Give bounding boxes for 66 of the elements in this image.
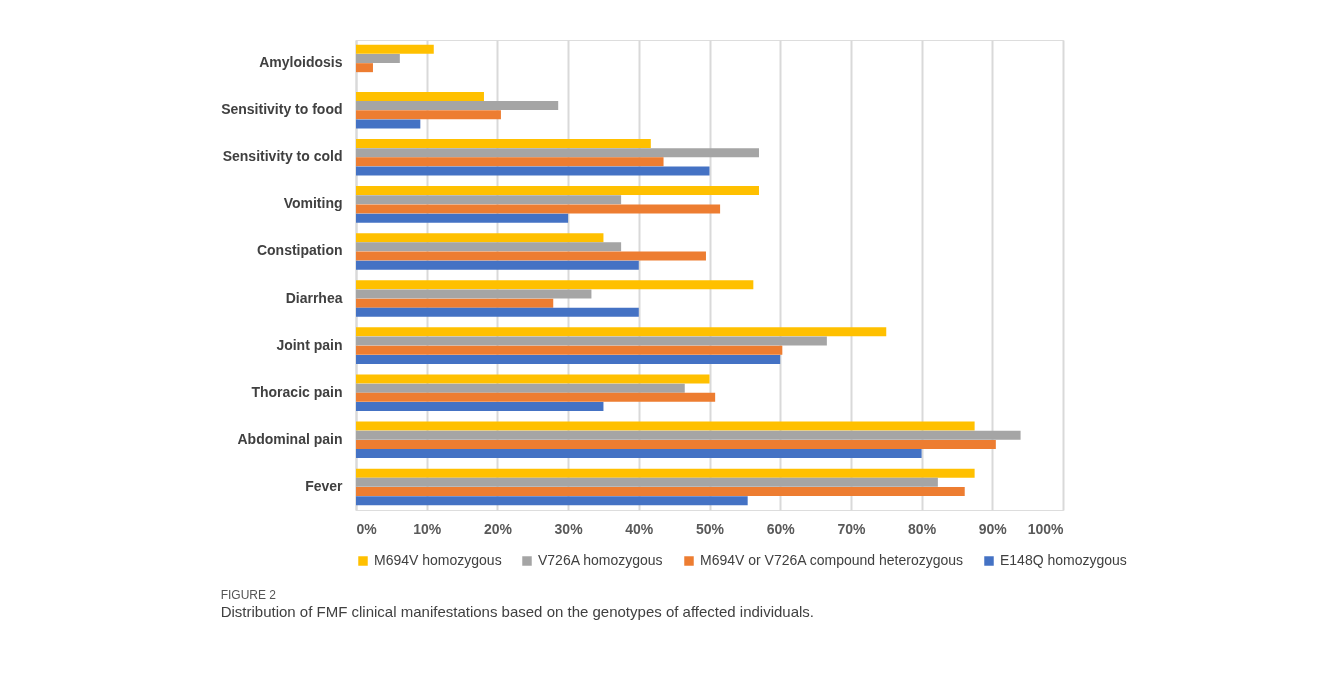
- y-tick-label: Constipation: [256, 242, 343, 259]
- bar: [356, 242, 622, 252]
- bar: [356, 119, 421, 129]
- bar: [356, 44, 434, 54]
- bar: [356, 468, 975, 478]
- bar: [356, 392, 716, 402]
- bar: [356, 374, 710, 384]
- legend-label: E148Q homozygous: [1000, 552, 1127, 568]
- bar: [356, 110, 501, 120]
- x-tick-label: 100%: [1027, 520, 1065, 537]
- text: Distribution of FMF clinical manifestations based on the genotypes of affected individuals.: [220, 603, 815, 620]
- y-tick-label: Sensitivity to food: [221, 101, 343, 118]
- bar: [356, 354, 781, 364]
- bar: [356, 166, 710, 176]
- x-tick-label: 80%: [908, 520, 937, 537]
- bar: [356, 487, 965, 497]
- bar: [356, 327, 887, 337]
- legend-label: V726A homozygous: [538, 552, 663, 568]
- bar: [356, 233, 604, 243]
- x-tick-label: 90%: [978, 520, 1008, 537]
- y-tick-label: Thoracic pain: [251, 383, 343, 400]
- bar: [356, 260, 639, 270]
- bar: [356, 91, 484, 101]
- bar: [356, 289, 592, 299]
- bar: [356, 430, 1021, 440]
- bar: [356, 496, 748, 506]
- x-tick-label: 20%: [483, 520, 513, 537]
- bar: [356, 53, 400, 63]
- legend-label: M694V or V726A compound heterozygous: [700, 552, 964, 568]
- bar: [356, 157, 664, 167]
- bar: [356, 383, 685, 393]
- bar: [356, 307, 639, 317]
- x-tick-label: 50%: [695, 520, 725, 537]
- bar: [356, 477, 938, 487]
- bar: [356, 336, 827, 346]
- bar: [356, 101, 559, 111]
- bar: [356, 63, 373, 73]
- y-tick-label: Fever: [305, 477, 344, 494]
- x-tick-label: 10%: [413, 520, 442, 537]
- bar: [356, 195, 622, 205]
- x-tick-label: 30%: [554, 520, 584, 537]
- y-tick-label: Vomiting: [283, 195, 343, 212]
- bar: [356, 213, 569, 223]
- bar: [356, 148, 759, 158]
- bar: [356, 251, 706, 261]
- y-tick-label: Abdominal pain: [237, 430, 343, 447]
- text: FIGURE 2: [220, 588, 277, 602]
- bar: [356, 402, 604, 412]
- bar: [356, 439, 996, 449]
- y-tick-label: Diarrhea: [285, 289, 343, 306]
- bar: [356, 204, 721, 214]
- bar: [356, 298, 554, 308]
- legend-label: M694V homozygous: [374, 552, 502, 568]
- x-tick-label: 60%: [766, 520, 796, 537]
- x-tick-label: 40%: [625, 520, 654, 537]
- bar: [356, 421, 975, 431]
- y-tick-label: Joint pain: [276, 336, 343, 353]
- bar: [356, 138, 651, 148]
- y-tick-label: Sensitivity to cold: [222, 148, 343, 165]
- bar: [356, 280, 754, 290]
- x-tick-label: 0%: [356, 520, 378, 537]
- bar: [356, 186, 759, 196]
- bar: [356, 345, 783, 355]
- x-tick-label: 70%: [837, 520, 866, 537]
- bar: [356, 449, 922, 459]
- y-tick-label: Amyloidosis: [259, 54, 343, 71]
